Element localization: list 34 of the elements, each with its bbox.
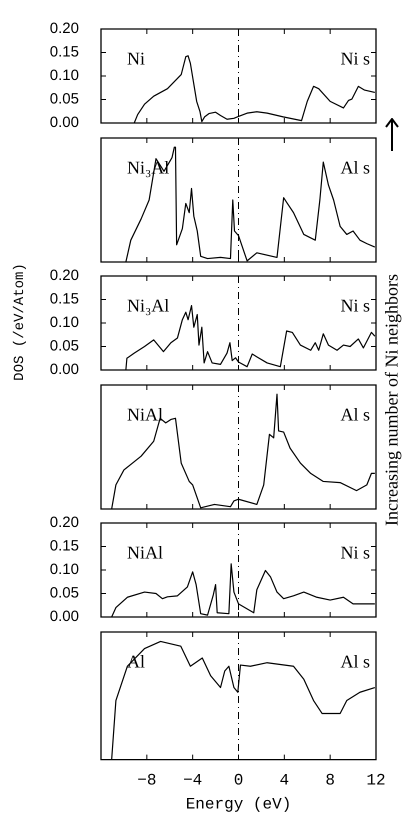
annotation: Al s: [340, 404, 370, 425]
annotation: NiAl: [127, 542, 163, 563]
y-tick-label: 0.15: [50, 44, 79, 61]
y-tick-label: 0.00: [50, 114, 79, 132]
annotation: Ni: [127, 48, 145, 69]
y-tick-label: 0.20: [50, 20, 79, 38]
x-tick-label: 12: [366, 771, 386, 790]
x-tick-label: −4: [183, 771, 202, 790]
y-tick-label: 0.10: [50, 561, 79, 578]
y-tick-label: 0.00: [50, 361, 79, 378]
y-tick-label: 0.00: [50, 608, 79, 626]
y-tick-label: 0.15: [50, 290, 79, 308]
annotation: Ni₃Al: [127, 296, 170, 316]
y-tick-label: 0.10: [50, 314, 79, 332]
x-tick-label: 8: [325, 771, 335, 790]
annotation: Ni s: [340, 48, 370, 69]
y-axis-title: DOS (/eV/Atom): [12, 263, 28, 381]
y-tick-label: 0.20: [50, 267, 79, 284]
x-tick-label: −8: [137, 771, 156, 790]
y-tick-label: 0.05: [50, 90, 79, 108]
x-tick-label: 4: [280, 771, 290, 790]
annotation: Ni s: [340, 542, 370, 563]
annotation: Ni s: [340, 296, 370, 316]
y-tick-label: 0.05: [50, 338, 79, 355]
y-tick-label: 0.10: [50, 67, 79, 84]
y-tick-label: 0.20: [50, 514, 79, 532]
text: Increasing number of Ni neighbors: [382, 274, 402, 526]
annotation: NiAl: [127, 404, 163, 425]
y-tick-label: 0.05: [50, 584, 79, 602]
y-tick-label: 0.15: [50, 538, 79, 555]
annotation: Al s: [340, 652, 370, 672]
x-tick-label: 0: [234, 771, 244, 790]
annotation: Al s: [340, 158, 370, 178]
x-axis-title: Energy (eV): [186, 796, 292, 814]
